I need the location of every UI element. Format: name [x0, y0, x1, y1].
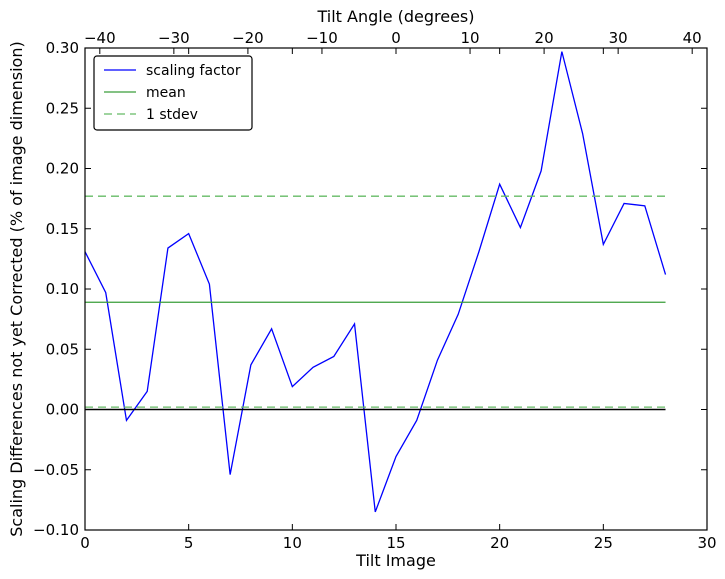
- x-tick-label: 25: [594, 534, 613, 552]
- legend-label-scaling-factor: scaling factor: [146, 63, 241, 79]
- x-tick-label: 15: [386, 534, 405, 552]
- y-tick-label: 0.05: [46, 340, 79, 358]
- x2-tick-label: −20: [232, 29, 264, 47]
- y-tick-label: −0.05: [33, 461, 79, 479]
- x2-tick-label: 0: [391, 29, 401, 47]
- x-tick-label: 30: [697, 534, 716, 552]
- x2-tick-label: −10: [306, 29, 338, 47]
- x2-tick-label: 20: [535, 29, 554, 47]
- x2-tick-label: 10: [461, 29, 480, 47]
- y-tick-label: 0.30: [46, 39, 79, 57]
- y-tick-label: 0.20: [46, 160, 79, 178]
- x-tick-label: 5: [184, 534, 194, 552]
- legend-label-mean: mean: [146, 85, 186, 101]
- x-tick-label: 20: [490, 534, 509, 552]
- x2-axis-label: Tilt Angle (degrees): [316, 7, 474, 26]
- x-tick-label: 0: [80, 534, 90, 552]
- legend-box: [93, 55, 253, 131]
- x-axis-label: Tilt Image: [355, 551, 436, 570]
- x2-tick-label: −40: [84, 29, 116, 47]
- y-tick-label: 0.15: [46, 220, 79, 238]
- legend-label-1-stdev: 1 stdev: [146, 107, 198, 123]
- x2-tick-label: 30: [609, 29, 628, 47]
- y-tick-label: 0.00: [46, 401, 79, 419]
- x-tick-label: 10: [283, 534, 302, 552]
- y-axis-label: Scaling Differences not yet Corrected (%…: [7, 41, 26, 536]
- series-scaling-factor: [84, 51, 667, 513]
- y-tick-label: 0.25: [46, 99, 79, 117]
- x2-tick-label: 40: [683, 29, 702, 47]
- y-tick-label: 0.10: [46, 280, 79, 298]
- x2-tick-label: −30: [158, 29, 190, 47]
- y-tick-label: −0.10: [33, 521, 79, 539]
